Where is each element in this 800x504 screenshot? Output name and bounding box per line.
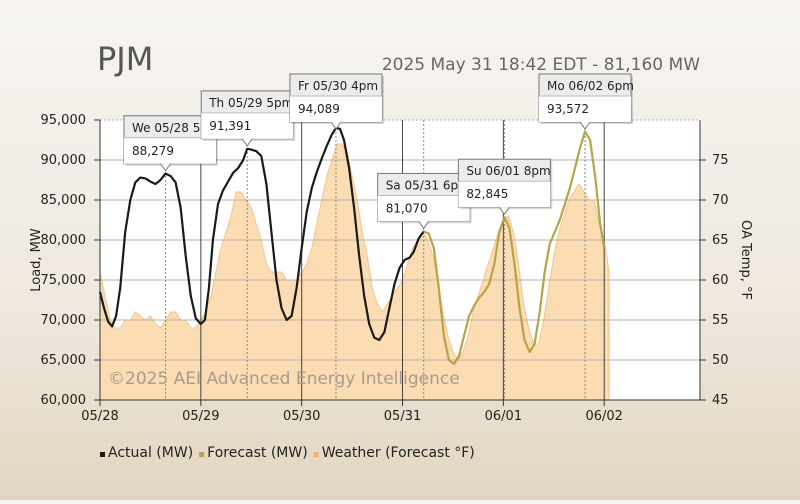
- peak-callout: Th 05/29 5pm 91,391: [200, 90, 296, 147]
- callout-title: Th 05/29 5pm: [208, 96, 293, 110]
- callout-value-bg: [201, 112, 294, 139]
- callout-value: 94,089: [298, 102, 340, 116]
- forecast-line: [423, 130, 606, 366]
- callout-value: 82,845: [466, 187, 508, 201]
- y-tick-label: 95,000: [41, 113, 87, 128]
- callout-pointer: [498, 206, 510, 216]
- y2-tick-label: 45: [712, 393, 729, 408]
- y2-tick-label: 50: [712, 353, 729, 368]
- x-tick-label: 06/02: [585, 409, 622, 424]
- actual-line: [98, 126, 425, 342]
- y2-tick-label: 55: [712, 313, 729, 328]
- y2-tick-label: 65: [712, 233, 729, 248]
- peak-callout: Sa 05/31 6pm 81,070: [377, 172, 472, 230]
- x-tick-label: 05/29: [182, 409, 219, 424]
- callout-value: 81,070: [386, 201, 428, 215]
- callout-title: Sa 05/31 6pm: [386, 178, 470, 192]
- y-tick-label: 80,000: [41, 233, 87, 248]
- callout-pointer: [418, 221, 430, 230]
- legend: Actual (MW) Forecast (MW) Weather (Forecas…: [100, 445, 475, 461]
- callout-value-bg: [377, 195, 470, 222]
- peak-callout: Fr 05/30 4pm 94,089: [289, 73, 384, 130]
- peak-callout: Su 06/01 8pm 82,845: [457, 158, 553, 216]
- y-tick-label: 85,000: [41, 193, 87, 208]
- peak-callout: Mo 06/02 6pm 93,572: [538, 73, 634, 130]
- callout-title: We 05/28 5pm: [132, 121, 220, 135]
- x-tick-label: 05/28: [81, 409, 118, 424]
- callout-value: 88,279: [132, 144, 174, 158]
- callout-value: 93,572: [547, 102, 589, 116]
- legend-swatch-1: [199, 452, 205, 457]
- callout-title: Su 06/01 8pm: [466, 164, 550, 178]
- y2-axis-label: OA Temp, °F: [738, 220, 753, 300]
- callout-value-bg: [458, 181, 551, 208]
- chart-title: PJM: [97, 40, 153, 78]
- x-tick-label: 05/31: [384, 409, 421, 424]
- y-tick-label: 60,000: [41, 393, 87, 408]
- x-tick-label: 06/01: [485, 409, 522, 424]
- callout-title: Fr 05/30 4pm: [298, 79, 378, 93]
- callout-layer: We 05/28 5pm 88,279 Th 05/29 5pm 91,391 Fr 0…: [123, 73, 634, 230]
- callout-value-bg: [289, 96, 382, 122]
- legend-label-1: Forecast (MW): [207, 445, 308, 461]
- y2-tick-label: 70: [712, 193, 729, 208]
- y-axis-label: Load, MW: [29, 228, 44, 292]
- callout-pointer: [160, 163, 171, 172]
- callout-pointer: [241, 138, 253, 147]
- axis-layer: 60,000 65,000 70,000 75,000 80,000 85,000 90,0…: [29, 113, 753, 424]
- chart-status: 2025 May 31 18:42 EDT - 81,160 MW: [382, 55, 700, 75]
- callout-pointer: [579, 121, 591, 130]
- legend-swatch-0: [100, 452, 105, 457]
- y-tick-label: 90,000: [41, 153, 87, 168]
- callout-value-bg: [539, 96, 632, 122]
- y-tick-label: 65,000: [41, 353, 87, 368]
- callout-title: Mo 06/02 6pm: [547, 79, 634, 93]
- series-layer: [98, 126, 606, 366]
- callout-pointer: [330, 121, 342, 130]
- legend-swatch-2: [313, 452, 319, 457]
- y2-tick-label: 75: [712, 153, 729, 168]
- callout-value-bg: [124, 137, 216, 164]
- watermark: ©2025 AEI Advanced Energy Intelligence: [108, 369, 460, 389]
- y2-tick-label: 60: [712, 273, 729, 288]
- legend-label-0: Actual (MW): [108, 445, 193, 461]
- y-tick-label: 75,000: [41, 273, 87, 288]
- legend-label-2: Weather (Forecast °F): [322, 445, 475, 461]
- y-tick-label: 70,000: [41, 313, 87, 328]
- x-tick-label: 05/30: [283, 409, 320, 424]
- callout-value: 91,391: [209, 119, 251, 133]
